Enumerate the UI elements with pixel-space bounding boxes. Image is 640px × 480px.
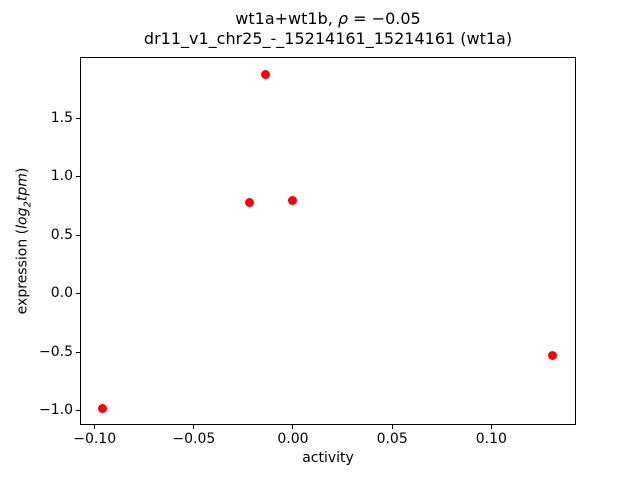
scatter-point bbox=[288, 195, 298, 205]
y-tick-label: 1.0 bbox=[50, 168, 73, 185]
y-tick-label: 0.5 bbox=[50, 226, 73, 243]
x-tick-mark bbox=[94, 425, 96, 429]
scatter-point bbox=[244, 198, 254, 208]
y-tick-mark bbox=[76, 351, 80, 353]
x-tick-mark bbox=[490, 425, 492, 429]
x-tick-label: −0.05 bbox=[172, 431, 216, 447]
ylabel-log: log bbox=[14, 207, 31, 229]
y-tick-mark bbox=[76, 176, 80, 178]
x-tick-label: 0.05 bbox=[376, 431, 408, 447]
y-tick-mark bbox=[76, 293, 80, 295]
x-tick-label: 0.10 bbox=[475, 431, 507, 447]
y-tick-label: −1.0 bbox=[39, 401, 73, 418]
x-tick-label: −0.10 bbox=[73, 431, 117, 447]
chart-title: wt1a+wt1b, ρ = −0.05 dr11_v1_chr25_-_152… bbox=[80, 9, 576, 49]
y-tick-mark bbox=[76, 409, 80, 411]
y-tick-label: 0.0 bbox=[50, 285, 73, 302]
x-tick-label: 0.00 bbox=[277, 431, 309, 447]
y-tick-label: 1.5 bbox=[50, 110, 73, 127]
title-rho-value: = −0.05 bbox=[348, 9, 421, 28]
x-axis-label: activity bbox=[302, 450, 354, 466]
ylabel-sub-2: 2 bbox=[22, 201, 34, 208]
x-tick-mark bbox=[193, 425, 195, 429]
x-tick-mark bbox=[292, 425, 294, 429]
chart-subtitle: dr11_v1_chr25_-_15214161_15214161 (wt1a) bbox=[143, 29, 513, 48]
scatter-point bbox=[98, 403, 108, 413]
x-tick-mark bbox=[391, 425, 393, 429]
y-tick-label: −0.5 bbox=[39, 343, 73, 360]
scatter-point bbox=[260, 69, 270, 79]
y-tick-mark bbox=[76, 234, 80, 236]
scatter-point bbox=[548, 351, 558, 361]
title-prefix: wt1a+wt1b, bbox=[235, 9, 338, 28]
axes bbox=[80, 57, 576, 425]
rho-symbol: ρ bbox=[337, 9, 349, 28]
chart-title-line1: wt1a+wt1b, ρ = −0.05 bbox=[80, 9, 576, 29]
y-tick-mark bbox=[76, 118, 80, 120]
